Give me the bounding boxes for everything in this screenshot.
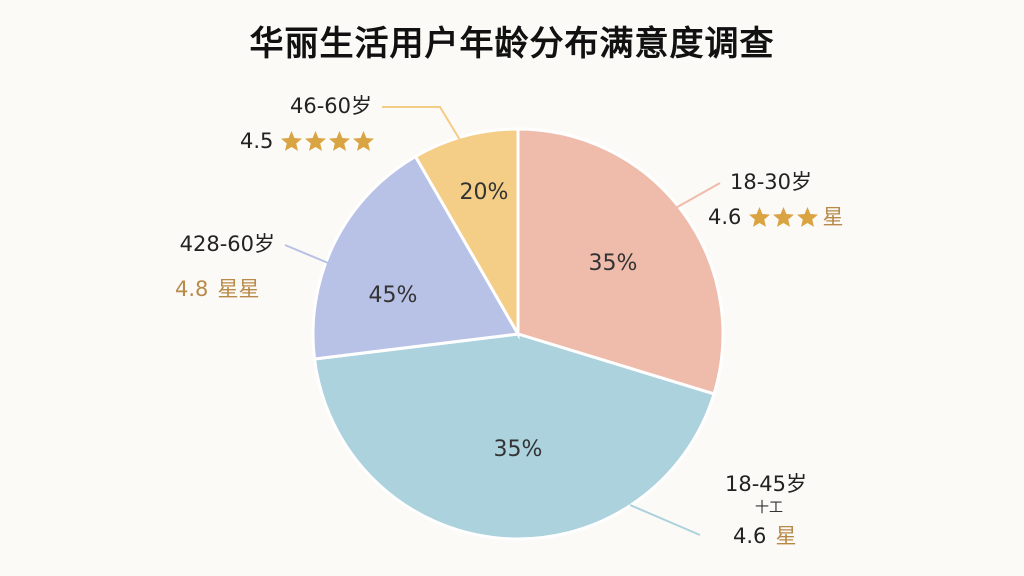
pie-slice-3 (311, 154, 521, 361)
rating-score: 4.5 (240, 129, 273, 153)
percent-labels: 35% 35% 45% 20% (369, 180, 638, 462)
slice-percent-label: 35% (589, 251, 638, 276)
age-group-label: 18-30岁 (730, 170, 812, 194)
star-icon (749, 207, 770, 227)
pie-slices (311, 127, 725, 541)
age-group-label: 46-60岁 (290, 94, 372, 118)
star-icon (305, 131, 326, 151)
age-group-label: 428-60岁 (180, 232, 275, 256)
rating-suffix: 星星 (218, 277, 260, 301)
star-icon (329, 131, 350, 151)
slice-percent-label: 20% (460, 180, 509, 205)
slice-percent-label: 45% (369, 283, 418, 308)
rating-suffix: 星 (823, 205, 844, 229)
star-icon (353, 131, 374, 151)
leader-line (382, 106, 464, 146)
rating-score: 4.6 (733, 524, 766, 548)
pie-slice-1 (516, 127, 725, 396)
slice-percent-label: 35% (494, 437, 543, 462)
star-icon (773, 207, 794, 227)
leader-line (629, 504, 701, 536)
rating-score: 4.6 (708, 205, 741, 229)
pie-slice-2 (312, 332, 716, 541)
leader-line (664, 182, 721, 215)
star-icon (797, 207, 818, 227)
leader-line (284, 244, 346, 271)
pie-slice-4 (413, 127, 520, 340)
rating-score: 4.8 (175, 277, 208, 301)
age-group-label: 18-45岁 (725, 472, 807, 496)
star-icon (281, 131, 302, 151)
note-label: 十工 (755, 500, 783, 516)
rating-suffix: 星 (776, 524, 797, 548)
chart-title: 华丽生活用户年龄分布满意度调查 (249, 24, 775, 64)
